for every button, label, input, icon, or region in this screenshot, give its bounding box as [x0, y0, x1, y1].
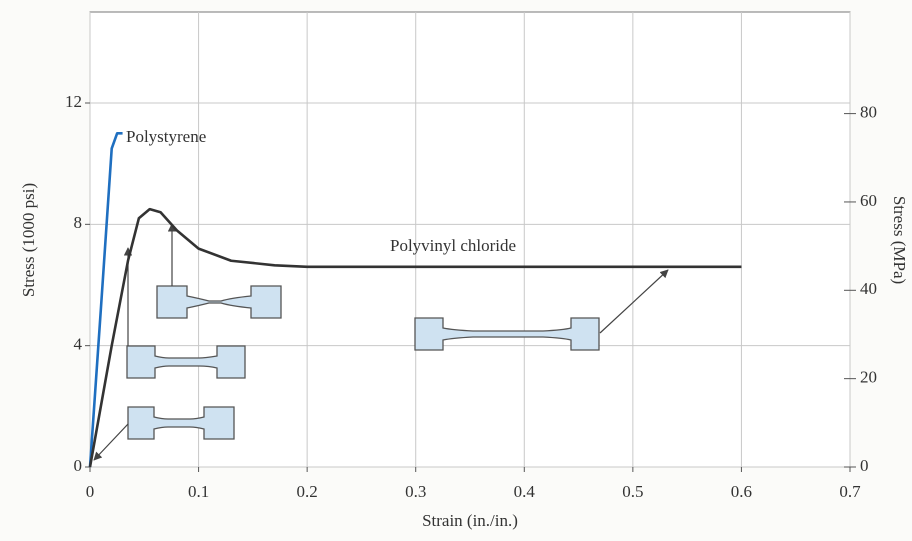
- x-tick-label: 0.6: [731, 482, 752, 501]
- specimen: [126, 345, 246, 379]
- specimen: [156, 285, 282, 319]
- x-tick-label: 0.5: [622, 482, 643, 501]
- specimen: [414, 317, 600, 351]
- y-tick-label: 8: [74, 213, 83, 232]
- x-tick-label: 0.1: [188, 482, 209, 501]
- arrow: [93, 423, 129, 461]
- y2-tick-label: 40: [860, 279, 877, 298]
- specimen: [127, 406, 235, 440]
- specimen-icons: [93, 223, 669, 461]
- y2-axis-title: Stress (MPa): [890, 196, 909, 284]
- plot-area: [89, 11, 851, 468]
- series-line: [88, 207, 742, 468]
- y2-tick-label: 0: [860, 456, 869, 475]
- y-tick-label: 12: [65, 92, 82, 111]
- x-tick-label: 0.2: [297, 482, 318, 501]
- x-tick-label: 0.4: [514, 482, 536, 501]
- x-axis-title: Strain (in./in.): [422, 511, 518, 530]
- y2-tick-label: 60: [860, 191, 877, 210]
- y-tick-label: 4: [74, 335, 83, 354]
- y-tick-label: 0: [74, 456, 83, 475]
- series-label: Polystyrene: [126, 127, 206, 146]
- y-axis-title: Stress (1000 psi): [19, 183, 38, 297]
- x-tick-label: 0.7: [839, 482, 861, 501]
- series-label: Polyvinyl chloride: [390, 236, 516, 255]
- y2-tick-label: 80: [860, 103, 877, 122]
- x-tick-label: 0.3: [405, 482, 426, 501]
- x-tick-label: 0: [86, 482, 95, 501]
- arrow: [599, 269, 669, 334]
- series-line: [88, 132, 123, 468]
- y2-tick-label: 20: [860, 368, 877, 387]
